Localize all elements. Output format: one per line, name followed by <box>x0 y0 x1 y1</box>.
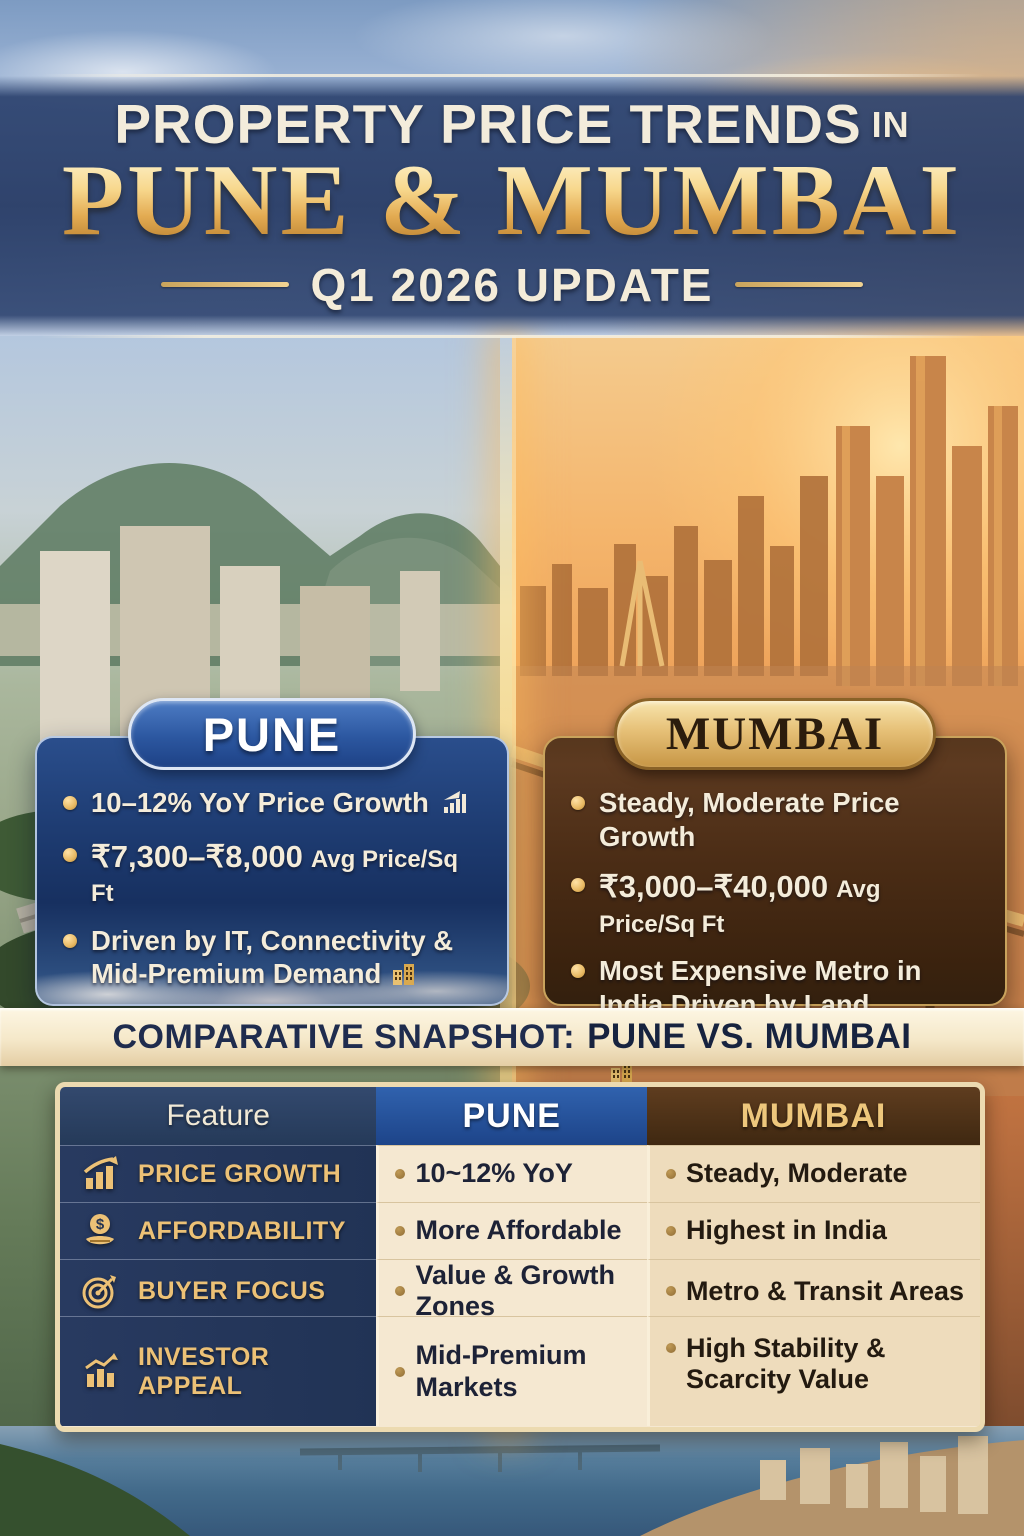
pune-value: More Affordable <box>415 1215 622 1246</box>
value-bullet <box>665 1343 676 1353</box>
mumbai-bullet-growth: Steady, Moderate Price Growth <box>571 786 981 853</box>
table-row-buyer-focus: BUYER FOCUS Value & Growth Zones Metro &… <box>60 1259 980 1323</box>
mumbai-card-title: MUMBAI <box>614 698 936 770</box>
title-line1-text: PROPERTY PRICE TRENDS <box>114 93 862 155</box>
feature-label: PRICE GROWTH <box>138 1159 342 1188</box>
mumbai-value: Highest in India <box>685 1215 887 1246</box>
table-row-investor-appeal: INVESTOR APPEAL Mid-Premium Markets High… <box>60 1316 980 1426</box>
header-mumbai: MUMBAI <box>646 1087 980 1145</box>
header-feature: Feature <box>60 1087 377 1145</box>
mumbai-value: Steady, Moderate <box>685 1158 908 1189</box>
mumbai-card: MUMBAI Steady, Moderate Price Growth ₹3,… <box>543 698 1007 1084</box>
pune-growth-text: 10–12% YoY Price Growth <box>91 787 429 818</box>
value-bullet <box>395 1226 406 1236</box>
bullet-dot <box>63 847 77 862</box>
subtitle-left-dash <box>160 282 289 288</box>
pune-card-body: 10–12% YoY Price Growth ₹7,300–₹8,000 Avg… <box>37 738 507 994</box>
comparison-table: Feature PUNE MUMBAI PRICE GROWTH 10~12% … <box>55 1082 985 1432</box>
feature-label: BUYER FOCUS <box>138 1276 326 1305</box>
bullet-dot <box>571 964 585 979</box>
bullet-dot <box>571 878 585 893</box>
buyer-focus-icon <box>80 1271 124 1311</box>
pune-bullet-drivers: Driven by IT, Connectivity & Mid-Premium… <box>63 924 483 994</box>
comparative-snapshot-banner: COMPARATIVE SNAPSHOT: PUNE VS. MUMBAI <box>0 1008 1024 1066</box>
title-panel: PROPERTY PRICE TRENDS IN PUNE & MUMBAI Q1… <box>0 74 1024 338</box>
value-bullet <box>395 1366 406 1377</box>
pune-price-range: ₹7,300–₹8,000 <box>91 838 303 874</box>
pune-bullet-price: ₹7,300–₹8,000 Avg Price/Sq Ft <box>63 838 483 909</box>
table-row-price-growth: PRICE GROWTH 10~12% YoY Steady, Moderate <box>60 1145 980 1202</box>
bullet-dot <box>63 933 77 948</box>
pune-value: 10~12% YoY <box>415 1158 573 1189</box>
bottom-scenery <box>0 1426 1024 1536</box>
price-growth-icon <box>80 1154 124 1194</box>
snapshot-heading-emphasis: PUNE VS. MUMBAI <box>587 1017 912 1056</box>
pune-card-title: PUNE <box>128 698 416 770</box>
table-row-affordability: $ AFFORDABILITY More Affordable Highest … <box>60 1202 980 1259</box>
mumbai-value: Metro & Transit Areas <box>685 1275 965 1306</box>
title-line1-suffix: IN <box>871 104 910 145</box>
bar-signal-arrow-icon <box>438 789 468 823</box>
value-bullet <box>395 1286 406 1297</box>
svg-text:$: $ <box>96 1216 105 1233</box>
affordability-icon: $ <box>80 1211 124 1251</box>
value-bullet <box>665 1226 676 1236</box>
snapshot-heading-prefix: COMPARATIVE SNAPSHOT: <box>112 1017 576 1056</box>
value-bullet <box>395 1169 406 1179</box>
mumbai-bullet-price: ₹3,000–₹40,000 Avg Price/Sq Ft <box>571 868 981 939</box>
investor-appeal-icon <box>80 1352 124 1392</box>
subtitle-text: Q1 2026 UPDATE <box>310 258 714 311</box>
mumbai-price-range: ₹3,000–₹40,000 <box>599 869 829 905</box>
value-bullet <box>665 1286 676 1297</box>
value-bullet <box>665 1169 676 1179</box>
pune-card: PUNE 10–12% YoY Price Growth ₹7,300–₹8,0… <box>35 698 509 1006</box>
bullet-dot <box>571 796 585 810</box>
buildings-icon <box>608 1058 636 1092</box>
pune-drivers-text: Driven by IT, Connectivity & Mid-Premium… <box>91 924 454 990</box>
header-pune: PUNE <box>376 1087 647 1145</box>
bullet-dot <box>63 796 77 810</box>
feature-label: INVESTOR APPEAL <box>138 1342 270 1400</box>
mumbai-value: High Stability & Scarcity Value <box>685 1333 886 1395</box>
title-line2: PUNE & MUMBAI <box>0 149 1024 251</box>
title-panel-top-edge <box>0 74 1024 77</box>
feature-label: AFFORDABILITY <box>138 1216 346 1245</box>
title-panel-bottom-edge <box>0 335 1024 338</box>
mumbai-growth-text: Steady, Moderate Price Growth <box>599 787 900 852</box>
title-line1: PROPERTY PRICE TRENDS IN <box>0 93 1024 155</box>
subtitle-right-dash <box>735 282 864 288</box>
pune-price-unit: Avg Price/Sq Ft <box>91 845 459 908</box>
pune-value: Value & Growth Zones <box>415 1260 616 1322</box>
subtitle-row: Q1 2026 UPDATE <box>0 258 1024 312</box>
mumbai-price-unit: Avg Price/Sq Ft <box>599 876 881 938</box>
pune-value: Mid-Premium Markets <box>415 1340 587 1402</box>
buildings-icon <box>390 960 418 994</box>
pune-bullet-growth: 10–12% YoY Price Growth <box>63 786 483 823</box>
table-header-row: Feature PUNE MUMBAI <box>60 1087 980 1145</box>
